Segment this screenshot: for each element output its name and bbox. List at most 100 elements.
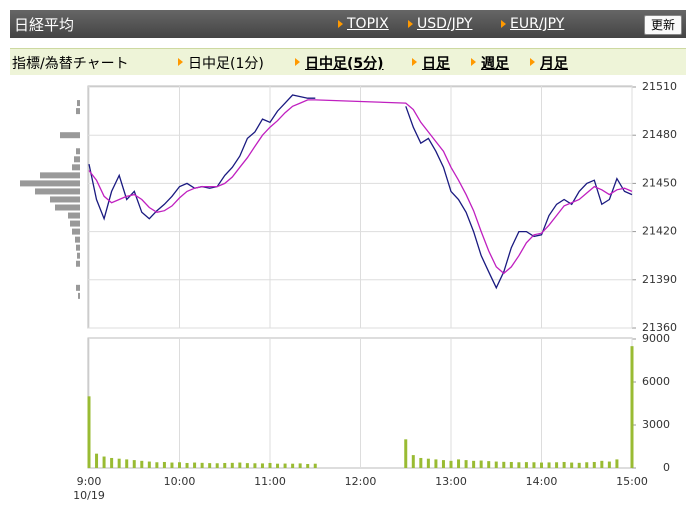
y-tick-label: 6000 <box>642 375 670 388</box>
x-tick-label: 9:00 <box>77 475 102 488</box>
volume-bar <box>532 462 536 468</box>
x-tick-label: 15:00 <box>616 475 648 488</box>
link[interactable]: EUR/JPY <box>510 16 565 32</box>
volume-bar <box>147 461 151 468</box>
x-tick-label: 14:00 <box>526 475 558 488</box>
volume-profile-bar <box>60 132 80 139</box>
link[interactable]: USD/JPY <box>417 16 473 32</box>
volume-bar <box>600 460 604 468</box>
volume-bar <box>540 462 543 468</box>
volume-bar <box>95 453 99 468</box>
volume-bar <box>298 463 302 468</box>
volume-bar <box>426 458 430 468</box>
volume-profile-bar <box>35 188 80 195</box>
tab[interactable]: 日足 <box>422 56 450 72</box>
volume-bar <box>215 463 219 468</box>
y-tick-label: 21420 <box>642 225 677 238</box>
volume-bar <box>238 462 242 468</box>
volume-bar <box>592 461 596 468</box>
volume-bar <box>441 460 445 468</box>
volume-bar <box>283 463 287 468</box>
tab[interactable]: 週足 <box>481 56 509 72</box>
volume-bar <box>268 462 272 468</box>
volume-profile-bar <box>76 244 80 251</box>
volume-profile-bar <box>78 292 80 299</box>
volume-profile-bar <box>76 148 80 155</box>
volume-bar <box>223 462 227 468</box>
volume-profile-bar <box>77 100 80 107</box>
volume-profile-bar <box>50 196 80 203</box>
x-tick-label: 10:00 <box>164 475 196 488</box>
volume-bar <box>200 462 204 468</box>
y-tick-label: 21360 <box>642 321 677 334</box>
refresh-button[interactable]: 更新 <box>643 15 682 35</box>
volume-bar <box>585 462 589 468</box>
x-tick-label: 12:00 <box>345 475 377 488</box>
volume-bar <box>502 461 506 468</box>
volume-profile-bar <box>20 180 80 187</box>
tab-label: 指標/為替チャート <box>12 56 129 72</box>
volume-bar <box>555 462 559 468</box>
volume-bar <box>562 461 566 468</box>
volume-bar <box>291 463 295 468</box>
volume-bar <box>313 463 317 468</box>
x-tick-label: 11:00 <box>254 475 286 488</box>
tab[interactable]: 月足 <box>540 56 568 72</box>
tab[interactable]: 日中足(5分) <box>305 56 384 72</box>
volume-bar <box>487 461 491 468</box>
volume-bar <box>117 458 121 468</box>
title: 日経平均 <box>14 16 75 34</box>
volume-bar <box>449 460 453 468</box>
tab-bar: 指標/為替チャート 日中足(1分) 日中足(5分) 日足 週足 月足 <box>10 48 686 75</box>
volume-bar <box>411 455 415 468</box>
y-tick-label: 0 <box>663 461 670 474</box>
volume-profile-bar <box>76 284 80 291</box>
volume-profile-bar <box>72 164 80 171</box>
volume-bar <box>577 462 581 468</box>
volume-bar <box>434 459 438 468</box>
volume-bar <box>102 456 106 468</box>
volume-bar <box>208 463 212 468</box>
volume-bar <box>170 462 174 468</box>
volume-bar <box>524 462 528 468</box>
header-bar: 日経平均 TOPIX USD/JPY EUR/JPY 更新 <box>10 10 686 38</box>
date-label: 10/19 <box>73 489 105 502</box>
volume-bar <box>110 457 114 468</box>
volume-bar <box>457 459 461 468</box>
volume-bar <box>132 460 136 468</box>
volume-profile-bar <box>40 172 80 179</box>
volume-bar <box>87 396 91 468</box>
volume-bar <box>155 462 159 468</box>
tab[interactable]: 日中足(1分) <box>188 56 264 72</box>
volume-bar <box>479 460 483 468</box>
y-tick-label: 21390 <box>642 273 677 286</box>
volume-bar <box>306 463 310 468</box>
volume-profile-bar <box>76 108 80 115</box>
volume-bar <box>178 462 181 468</box>
volume-profile-bar <box>77 252 80 259</box>
y-tick-label: 21480 <box>642 128 677 141</box>
volume-profile-bar <box>75 236 80 243</box>
volume-profile-bar <box>76 260 80 267</box>
volume-bar <box>193 462 197 468</box>
volume-profile-bar <box>68 212 80 219</box>
volume-profile-bar <box>74 156 80 163</box>
volume-bar <box>464 460 468 468</box>
volume-bar <box>230 462 234 468</box>
volume-bar <box>140 460 144 468</box>
x-tick-label: 13:00 <box>435 475 467 488</box>
price-line <box>88 99 633 275</box>
volume-bar <box>125 459 129 468</box>
y-tick-label: 3000 <box>642 418 670 431</box>
volume-bar <box>547 462 551 468</box>
volume-bar <box>570 462 574 468</box>
volume-bar <box>253 463 257 468</box>
volume-bar <box>494 461 498 468</box>
y-tick-label: 21450 <box>642 176 677 189</box>
volume-profile-bar <box>55 204 80 211</box>
link[interactable]: TOPIX <box>347 16 389 32</box>
y-tick-label: 21510 <box>642 80 677 93</box>
y-tick-label: 9000 <box>642 332 670 345</box>
